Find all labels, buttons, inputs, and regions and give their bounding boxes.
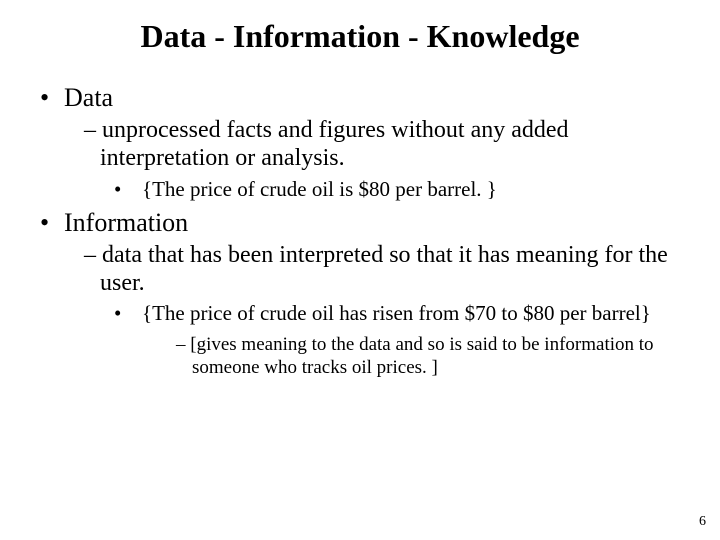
dash-icon: – bbox=[176, 334, 186, 355]
bullet-data: •Data bbox=[40, 83, 688, 113]
heading-text: Information bbox=[64, 208, 188, 237]
example-text: {The price of crude oil is $80 per barre… bbox=[142, 177, 497, 201]
definition-data: – unprocessed facts and figures without … bbox=[84, 116, 668, 173]
bullet-information: •Information bbox=[40, 208, 688, 238]
slide-title: Data - Information - Knowledge bbox=[32, 18, 688, 55]
bullet-icon: • bbox=[40, 208, 64, 238]
definition-text: unprocessed facts and figures without an… bbox=[100, 117, 569, 171]
bullet-icon: • bbox=[40, 83, 64, 113]
bullet-icon: • bbox=[128, 301, 142, 326]
note-information: – [gives meaning to the data and so is s… bbox=[176, 333, 668, 379]
definition-information: – data that has been interpreted so that… bbox=[84, 241, 668, 298]
dash-icon: – bbox=[84, 242, 96, 268]
bullet-icon: • bbox=[128, 177, 142, 202]
page-number: 6 bbox=[699, 514, 706, 530]
example-data: •{The price of crude oil is $80 per barr… bbox=[128, 177, 668, 202]
dash-icon: – bbox=[84, 117, 96, 143]
example-information: •{The price of crude oil has risen from … bbox=[128, 301, 668, 326]
heading-text: Data bbox=[64, 83, 113, 112]
definition-text: data that has been interpreted so that i… bbox=[100, 242, 668, 296]
example-text: {The price of crude oil has risen from $… bbox=[142, 301, 651, 325]
note-text: [gives meaning to the data and so is sai… bbox=[190, 334, 653, 378]
